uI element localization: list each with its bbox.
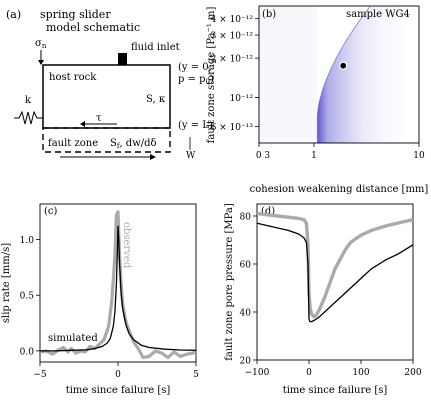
c-xtick-label: 5	[193, 370, 199, 380]
b-ytick-label: 2 × 10⁻¹²	[211, 55, 254, 65]
d-ytick-label: 60	[240, 261, 252, 271]
observed-slip-line	[40, 210, 196, 360]
panel-d-xlabel: time since failure [s]	[283, 385, 388, 396]
b-ytick-label: 3 × 10⁻¹²	[211, 32, 254, 42]
c-ytick-label: 0.0	[20, 347, 35, 357]
panel-b-x-ticks: 0 3 1 10	[256, 143, 425, 161]
sigma-arrow-head	[38, 60, 44, 65]
tau-label: τ	[96, 113, 102, 124]
d-xtick-label: 100	[352, 368, 369, 378]
panel-b-heatmap: (b) sample WG4 4 × 10⁻¹² 3 × 10⁻¹² 2 × 10⁻…	[206, 5, 429, 195]
s-kappa-label: S, κ	[146, 94, 166, 105]
fault-zone-block	[42, 127, 171, 153]
spring-k-label: k	[25, 95, 32, 106]
fault-slip-arrow-head	[150, 154, 156, 160]
fluid-inlet-label: fluid inlet	[131, 42, 180, 53]
panel-b-letter: (b)	[262, 9, 276, 20]
panel-d-frame	[256, 203, 414, 361]
panel-c-ylabel: slip rate [mm/s]	[1, 243, 12, 323]
panel-d-letter: (d)	[261, 206, 275, 217]
d-ytick-label: 40	[240, 309, 252, 319]
w-label: W	[186, 151, 196, 161]
fluid-inlet-icon	[118, 53, 127, 65]
c-xtick-label: −5	[33, 370, 47, 380]
simulated-pressure-line	[257, 222, 413, 323]
d-ytick-label: 80	[240, 213, 252, 223]
fault-zone-label: fault zone	[48, 138, 98, 149]
panel-d-y-ticks: 20 40 60 80	[240, 213, 257, 367]
schematic-title-line1: spring slider	[40, 8, 111, 21]
panel-a-schematic: (a) spring slider model schematic σn flu…	[6, 8, 214, 161]
panel-c-xlabel: time since failure [s]	[66, 385, 171, 396]
d-xtick-label: 0	[306, 368, 312, 378]
b-xtick-label: 10	[413, 151, 425, 161]
panel-d-pore-pressure: (d) 20 40 60 80 −100 0 100 200 time since fail…	[224, 203, 422, 396]
b-xtick-label: 0 3	[256, 151, 271, 161]
y0-label-line2: p = p0)	[178, 74, 214, 86]
panel-c-y-ticks: 0.0 0.5 1.0	[20, 236, 40, 357]
panel-c-x-ticks: −5 0 5	[33, 362, 199, 380]
simulated-slip-line	[40, 225, 196, 352]
schematic-title-line2: model schematic	[46, 21, 140, 34]
panel-c-letter: (c)	[44, 206, 58, 217]
observed-annotation: observed	[121, 222, 132, 269]
b-xtick-label: 1	[311, 151, 317, 161]
sigma-n-label: σn	[35, 38, 47, 50]
panel-b-xlabel: cohesion weakening distance [mm]	[250, 184, 429, 195]
sample-annotation: sample WG4	[346, 9, 410, 20]
c-xtick-label: 0	[115, 370, 121, 380]
d-xtick-label: −100	[245, 368, 270, 378]
heatmap-fill	[317, 6, 419, 143]
panel-b-frame	[258, 5, 420, 144]
yL-label: (y = L)	[178, 120, 213, 131]
sf-label: Sf, dw/dδ	[110, 138, 157, 150]
panel-c-slip-rate: (c) observed simulated 0.0 0.5 1.0 −5 0 5 ti…	[1, 203, 199, 396]
spring-icon	[14, 110, 43, 125]
panel-d-ylabel: fault zone pore pressure [MPa]	[224, 203, 235, 361]
d-xtick-label: 200	[404, 368, 421, 378]
b-ytick-label: 6 × 10⁻¹³	[211, 123, 254, 133]
heatmap-left-shade	[259, 6, 318, 143]
simulated-annotation: simulated	[48, 333, 98, 344]
best-fit-point	[339, 61, 348, 70]
c-ytick-label: 1.0	[20, 236, 35, 246]
panel-d-x-ticks: −100 0 100 200	[245, 360, 422, 378]
y0-label-line1: (y = 0,	[178, 62, 212, 73]
panel-b-y-ticks: 4 × 10⁻¹² 3 × 10⁻¹² 2 × 10⁻¹² 10⁻¹² 6 × 10⁻¹…	[211, 15, 259, 133]
c-ytick-label: 0.5	[20, 292, 35, 302]
panel-a-letter: (a)	[6, 8, 21, 21]
heatmap-boundary	[316, 6, 371, 143]
d-ytick-label: 20	[240, 357, 252, 367]
tau-arrow-head	[80, 121, 85, 127]
b-ytick-label: 4 × 10⁻¹²	[211, 15, 254, 25]
b-ytick-label: 10⁻¹²	[230, 94, 254, 104]
observed-pressure-line	[257, 211, 413, 319]
host-rock-label: host rock	[49, 72, 97, 83]
panel-b-ylabel: fault zone storage [Pa⁻¹ m]	[206, 7, 217, 144]
